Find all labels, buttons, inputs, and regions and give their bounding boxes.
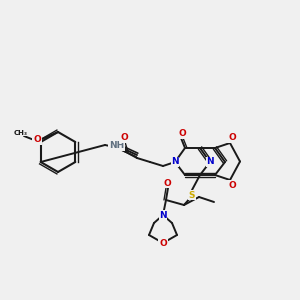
Text: NH: NH [109,142,124,151]
Text: N: N [206,158,214,166]
Text: O: O [33,136,41,145]
Text: CH₃: CH₃ [14,130,28,136]
Text: N: N [159,211,167,220]
Text: S: S [189,190,195,200]
Text: O: O [228,181,236,190]
Text: O: O [159,238,167,247]
Text: O: O [163,178,171,188]
Text: O: O [178,130,186,139]
Text: O: O [120,134,128,142]
Text: O: O [228,134,236,142]
Text: N: N [171,158,179,166]
